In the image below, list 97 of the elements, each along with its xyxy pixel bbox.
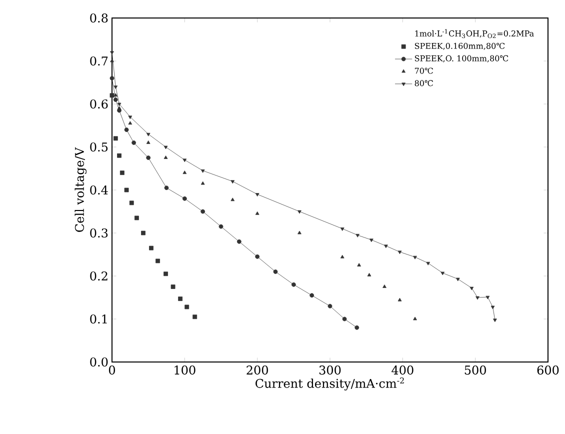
point [200,181,205,185]
point [354,325,360,330]
x-axis-title: Current density/mA·cm$^{-2}$ [256,377,404,390]
point [182,158,187,162]
x-tick-label: 200 [246,366,268,375]
point [342,316,347,322]
legend-label: 80℃ [414,80,433,86]
point [440,272,445,276]
point [110,93,114,98]
point [255,254,260,259]
y-tick-label: 0.7 [90,56,108,66]
point [367,272,372,276]
point [170,284,176,289]
y-tick-label: 0.5 [90,142,108,152]
x-tick-label: 400 [392,366,414,375]
point [369,238,374,242]
point [149,246,154,250]
y-tick-label: 0.4 [90,185,108,195]
point [156,258,160,264]
point [128,121,132,125]
y-tick-label: 0.2 [90,271,108,281]
point [164,186,169,190]
point [340,254,344,258]
point [164,272,168,276]
point [110,76,114,80]
point [117,153,122,158]
point [340,228,344,231]
point [164,146,168,150]
point [273,270,278,274]
point [398,250,402,254]
x-tick-label: 300 [319,366,341,375]
x-tick-label: 0 [108,366,116,375]
point [255,211,260,215]
y-axis-title: Cell voltage/V [74,147,87,232]
point [230,180,235,184]
point [117,102,122,106]
point [182,170,187,174]
point [328,304,332,308]
point [255,193,260,196]
y-tick-label: 0.1 [90,314,107,324]
point [426,262,430,266]
point [114,93,118,97]
point [476,296,480,300]
point [184,304,190,310]
y-tick-label: 0.3 [90,228,108,238]
point [413,256,417,260]
point [230,198,235,202]
point [200,209,206,214]
point [146,132,150,136]
point [141,230,146,236]
point [124,128,129,132]
point [129,200,134,206]
point [298,230,302,234]
legend-label: SPEEK,0.160mm,80℃ [414,42,505,50]
point [164,156,168,159]
point [493,318,497,322]
point [490,306,495,310]
point [486,296,490,300]
point [146,156,151,160]
point [218,224,224,229]
point [384,244,388,248]
point [356,234,360,238]
y-tick-label: 0.6 [90,99,108,109]
point [113,98,118,102]
point [357,263,361,266]
point [128,116,132,120]
x-tick-label: 600 [537,366,559,375]
point [124,188,129,192]
legend-label: SPEEK,O. 100mm,80℃ [414,55,508,62]
point [178,296,183,301]
point [236,239,242,244]
legend-label: 70℃ [414,68,433,74]
point [470,286,474,290]
point [132,140,136,145]
point [200,169,205,173]
point [382,284,386,288]
legend-title: 1mol·L$^{-1}$CH$_{3}$OH,P$_{O2}$=0.2MPa [415,29,534,38]
point [117,106,122,110]
point [134,216,139,220]
point [456,278,460,282]
point [413,316,417,320]
point [120,170,124,175]
point [398,298,402,302]
y-tick-label: 0.8 [90,13,108,23]
point [310,293,314,298]
x-tick-label: 100 [174,366,196,375]
point [113,136,118,141]
y-tick-label: 0.0 [90,357,108,367]
point [110,58,114,62]
point [146,140,150,144]
point [298,210,302,214]
point [114,86,118,89]
point [192,314,198,320]
point [110,51,114,55]
point [182,196,187,201]
x-tick-label: 500 [464,366,486,375]
point [291,282,296,287]
